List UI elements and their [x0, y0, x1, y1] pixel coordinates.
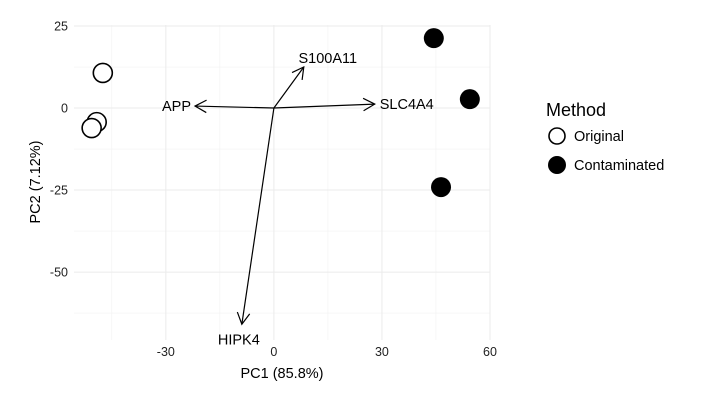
arrow-head	[362, 97, 376, 112]
y-tick-label: 25	[54, 20, 68, 34]
arrow-head	[236, 311, 251, 326]
loading-arrow	[195, 105, 274, 109]
point-contaminated	[431, 177, 452, 198]
loading-label: SLC4A4	[380, 97, 434, 113]
loading-label: HIPK4	[218, 332, 260, 348]
x-tick-label: 0	[270, 345, 277, 359]
point-original	[81, 117, 102, 139]
loading-arrows: APP S100A11 SLC4A4 HIPK4	[162, 51, 434, 348]
x-tick-label: 60	[483, 345, 497, 359]
point-contaminated	[459, 89, 480, 110]
legend-key-contaminated	[548, 156, 566, 174]
legend-key-original	[548, 127, 566, 145]
loading-arrow	[273, 66, 305, 109]
y-axis-label: PC2 (7.12%)	[28, 140, 44, 223]
legend-title: Method	[546, 100, 606, 120]
legend: Method Original Contaminated	[546, 100, 664, 174]
point-original	[92, 62, 114, 84]
tick-labels: -30 0 30 60 25 0 -25 -50	[50, 20, 497, 360]
arrow-head	[193, 99, 207, 114]
legend-label-original: Original	[574, 129, 624, 145]
arrow-head	[291, 66, 305, 80]
y-tick-label: 0	[61, 102, 68, 116]
loading-label: APP	[162, 99, 191, 115]
loading-arrow	[241, 107, 275, 325]
loading-arrow	[273, 103, 375, 109]
point-contaminated	[423, 28, 444, 49]
y-tick-label: -50	[50, 266, 68, 280]
y-tick-label: -25	[50, 184, 68, 198]
x-tick-label: 30	[375, 345, 389, 359]
grid	[74, 25, 491, 340]
x-axis-label: PC1 (85.8%)	[240, 366, 323, 382]
loading-label: S100A11	[298, 51, 357, 67]
legend-label-contaminated: Contaminated	[574, 158, 664, 174]
points	[81, 28, 480, 198]
x-tick-label: -30	[157, 345, 175, 359]
